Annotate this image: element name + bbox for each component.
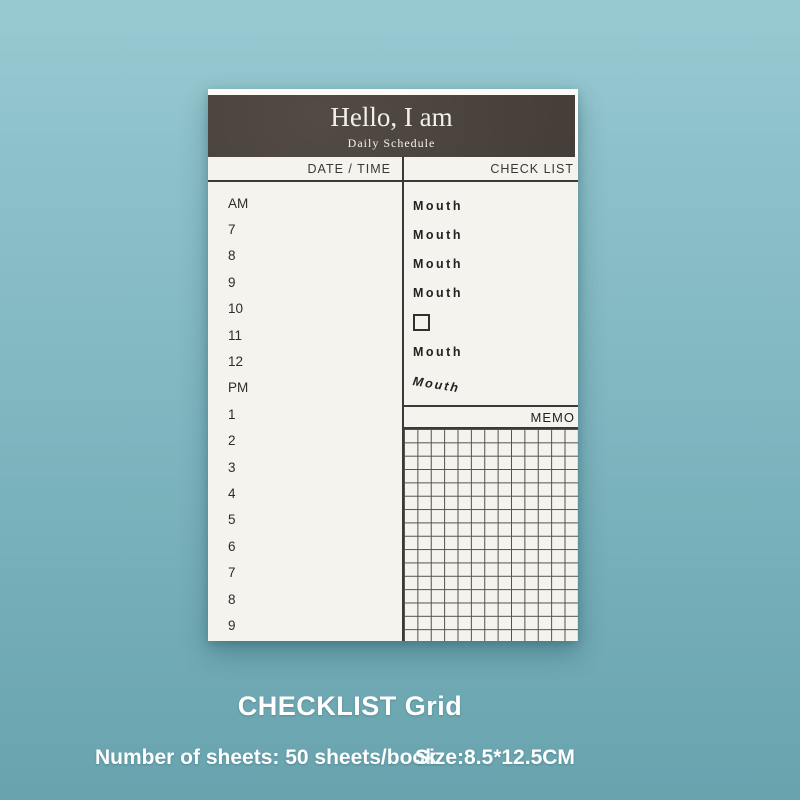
- time-label: 8: [228, 591, 236, 607]
- time-label: 9: [228, 274, 236, 290]
- time-label: 2: [228, 433, 236, 449]
- size-caption: Size:8.5*12.5CM: [415, 746, 575, 769]
- time-label: 12: [228, 354, 244, 370]
- checklist-item-label: Mouth: [413, 286, 463, 301]
- time-label: 10: [228, 301, 244, 317]
- checkbox-row: [413, 308, 578, 337]
- notepad-subtitle: Daily Schedule: [347, 135, 436, 150]
- time-label: 8: [228, 248, 236, 264]
- time-column: AM 7 8 9 10 11 12 PM 1 2 3 4 5 6 7 8 9: [208, 182, 404, 641]
- notepad-header-band: Hello, I am Daily Schedule: [208, 95, 578, 157]
- paper-stack-edge: [208, 89, 578, 95]
- time-label: 5: [228, 512, 236, 528]
- notepad-body: AM 7 8 9 10 11 12 PM 1 2 3 4 5 6 7 8 9 Mouth Mouth Mouth Mo…: [208, 182, 578, 641]
- checklist-item-label: Mouth: [413, 227, 463, 242]
- time-label: PM: [228, 380, 249, 396]
- time-label: AM: [228, 195, 249, 211]
- memo-grid: [404, 429, 578, 641]
- checklist-items: Mouth Mouth Mouth Mouth Mouth Mouth: [404, 182, 578, 405]
- time-label: 9: [228, 617, 236, 633]
- time-label: 7: [228, 565, 236, 581]
- sheet-count-caption: Number of sheets: 50 sheets/book: [95, 746, 437, 769]
- notepad-title: Hello, I am: [330, 102, 453, 132]
- memo-header: MEMO: [404, 405, 578, 429]
- time-label: 4: [228, 485, 236, 501]
- checklist-item-label: Mouth: [413, 198, 463, 213]
- column-headers-row: DATE / TIME CHECK LIST: [208, 157, 578, 182]
- checkbox-icon: [413, 313, 430, 331]
- date-time-header: DATE / TIME: [208, 157, 404, 180]
- time-label: 7: [228, 222, 236, 238]
- product-style-caption: CHECKLIST Grid: [237, 691, 463, 721]
- time-label: 3: [228, 459, 236, 475]
- checklist-item-label: Mouth: [413, 344, 463, 359]
- time-label: 1: [228, 406, 236, 422]
- checklist-item-label: Mouth: [413, 256, 463, 271]
- time-label: 11: [228, 327, 243, 343]
- notepad: Hello, I am Daily Schedule DATE / TIME C…: [208, 89, 578, 641]
- checklist-column: Mouth Mouth Mouth Mouth Mouth Mouth MEMO: [404, 182, 578, 641]
- check-list-header: CHECK LIST: [490, 161, 574, 176]
- time-label: 6: [228, 538, 236, 554]
